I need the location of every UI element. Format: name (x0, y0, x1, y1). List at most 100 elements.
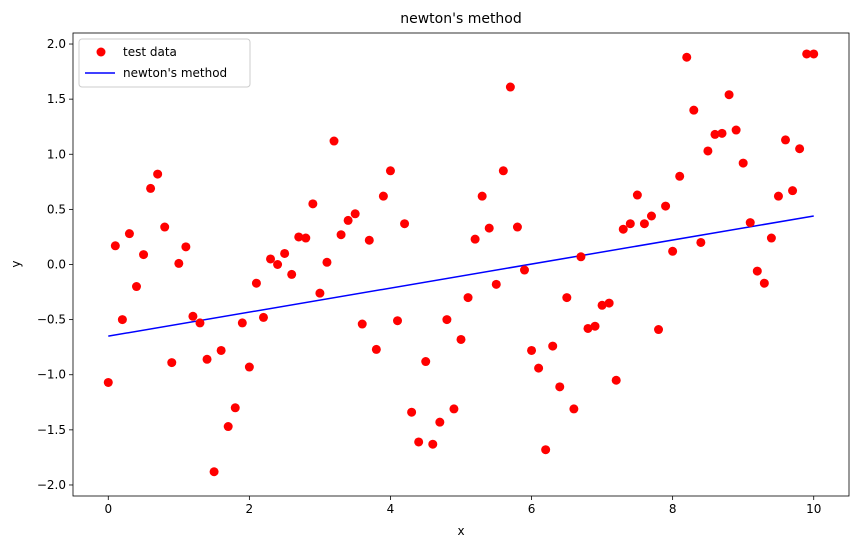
data-point (371, 344, 381, 354)
data-point (717, 128, 727, 138)
data-point (188, 311, 198, 321)
data-point (336, 230, 346, 240)
data-point (802, 49, 812, 59)
axes-frame (72, 32, 850, 497)
data-point (781, 135, 791, 145)
data-point (738, 158, 748, 168)
chart-title: newton's method (400, 11, 522, 27)
data-point (548, 341, 558, 351)
data-point (519, 265, 529, 275)
data-point (477, 191, 487, 201)
y-tick-label: 1.5 (47, 92, 66, 106)
data-point (287, 269, 297, 279)
data-point (449, 404, 459, 414)
data-point (350, 209, 360, 219)
data-point (139, 250, 149, 260)
data-point (590, 321, 600, 331)
y-tick-label: 2.0 (47, 37, 66, 51)
y-tick-label: −1.0 (37, 368, 66, 382)
data-point (512, 222, 522, 232)
data-point (604, 298, 614, 308)
data-point (195, 318, 205, 328)
y-tick-label: 0.0 (47, 258, 66, 272)
data-point (484, 223, 494, 233)
data-point (795, 144, 805, 154)
data-point (788, 186, 798, 196)
data-point (555, 382, 565, 392)
data-point (703, 146, 713, 156)
data-point (766, 233, 776, 243)
y-tick-label: −2.0 (37, 478, 66, 492)
legend-marker-test-data (96, 47, 106, 57)
x-tick-label: 8 (669, 502, 677, 516)
data-point (541, 445, 551, 455)
data-point (280, 248, 290, 258)
data-point (463, 293, 473, 303)
data-point (759, 278, 769, 288)
data-point (639, 219, 649, 229)
data-point (322, 257, 332, 267)
y-tick-label: −0.5 (37, 313, 66, 327)
data-point (258, 312, 268, 322)
data-point (562, 293, 572, 303)
data-point (668, 246, 678, 256)
data-point (498, 166, 508, 176)
data-point (661, 201, 671, 211)
data-point (576, 252, 586, 262)
data-point (343, 215, 353, 225)
legend-box (78, 38, 251, 88)
data-point (505, 82, 515, 92)
data-point (174, 258, 184, 268)
data-point (378, 191, 388, 201)
data-point (202, 354, 212, 364)
data-point (710, 129, 720, 139)
data-point (385, 166, 395, 176)
data-point (625, 219, 635, 229)
data-point (675, 171, 685, 181)
data-point (308, 199, 318, 209)
fit-line (108, 215, 814, 337)
data-point (146, 183, 156, 193)
data-point (266, 254, 276, 264)
data-point (421, 357, 431, 367)
data-point (251, 278, 261, 288)
data-point (244, 362, 254, 372)
y-tick-label: 0.5 (47, 202, 66, 216)
data-point (216, 345, 226, 355)
data-point (682, 52, 692, 62)
x-tick-label: 0 (104, 502, 112, 516)
data-point (618, 224, 628, 234)
data-point (124, 229, 134, 239)
data-point (103, 377, 113, 387)
data-point (223, 422, 233, 432)
data-point (491, 279, 501, 289)
data-point (364, 235, 374, 245)
data-point (745, 218, 755, 228)
data-point (773, 191, 783, 201)
data-point (527, 345, 537, 355)
data-point (569, 404, 579, 414)
data-point (237, 318, 247, 328)
data-point (400, 219, 410, 229)
data-point (160, 222, 170, 232)
legend-label-newtons-method: newton's method (123, 66, 227, 80)
data-point (110, 241, 120, 251)
data-point (414, 437, 424, 447)
data-point (456, 334, 466, 344)
data-point (301, 233, 311, 243)
x-tick-label: 2 (246, 502, 254, 516)
data-point (611, 375, 621, 385)
x-tick-label: 10 (806, 502, 821, 516)
data-point (315, 288, 325, 298)
y-axis-label: y (9, 260, 23, 267)
data-point (181, 242, 191, 252)
plot-area: 0 2 4 6 8 10 −2.0 −1.5 −1.0 −0.5 0.0 0.5 1.0 1.5 2.0 te… (37, 32, 850, 516)
data-point (724, 90, 734, 100)
data-point (646, 211, 656, 221)
x-axis-label: x (457, 524, 464, 538)
data-point (654, 325, 664, 335)
data-point (329, 136, 339, 146)
legend-label-test-data: test data (123, 45, 177, 59)
data-point (752, 266, 762, 276)
